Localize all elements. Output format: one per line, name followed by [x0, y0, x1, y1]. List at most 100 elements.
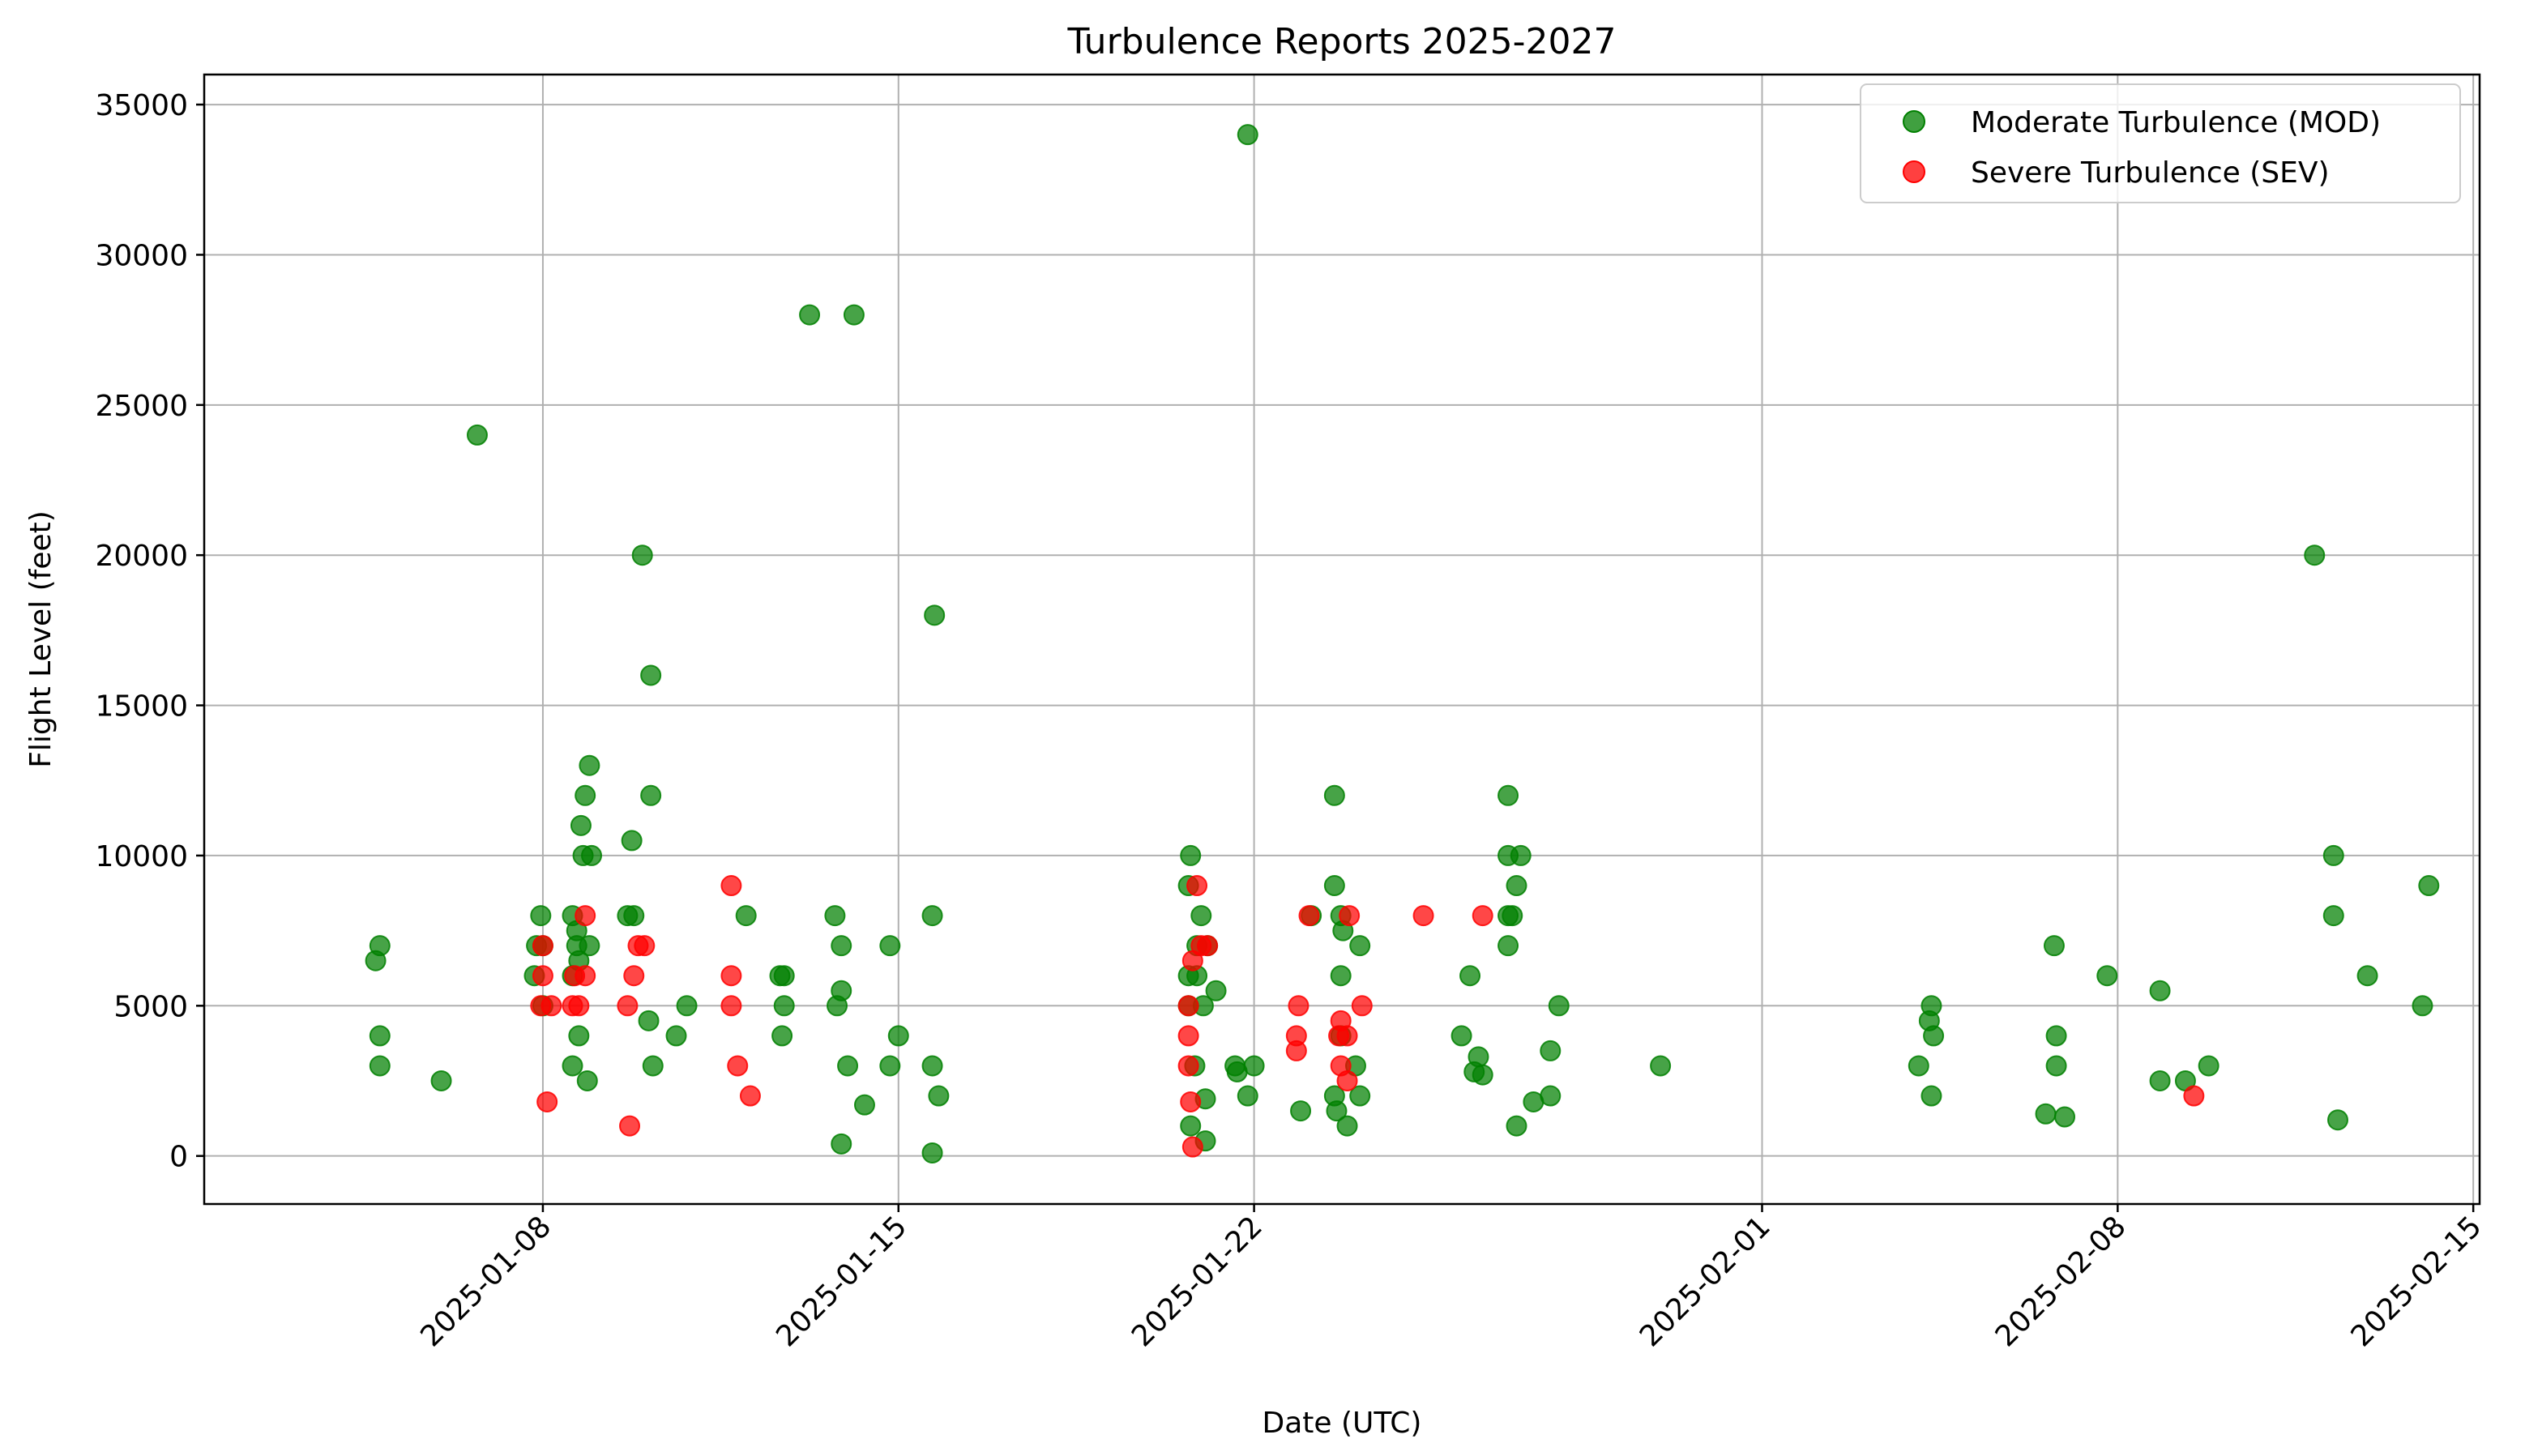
data-point	[1506, 875, 1527, 897]
data-point	[2304, 544, 2326, 566]
y-tick-label: 25000	[95, 390, 188, 423]
data-point	[1351, 995, 1373, 1017]
data-point	[921, 1055, 943, 1077]
data-point	[921, 1142, 943, 1164]
data-point	[1186, 875, 1208, 897]
data-point	[2356, 965, 2378, 987]
data-point	[540, 995, 562, 1017]
data-point	[1180, 1115, 1202, 1137]
legend-marker-mod	[1903, 110, 1925, 133]
data-point	[1330, 965, 1352, 987]
plot-points	[365, 124, 2440, 1164]
data-point	[2326, 1109, 2348, 1131]
data-point	[568, 995, 590, 1017]
y-axis: 0 5000 10000 15000 20000 25000 30000 35000	[95, 89, 204, 1174]
series-sev	[530, 875, 2205, 1158]
data-point	[536, 1091, 558, 1112]
data-point	[466, 424, 488, 446]
data-point	[576, 1070, 598, 1091]
data-point	[720, 965, 742, 987]
data-point	[1177, 995, 1199, 1017]
data-point	[879, 1055, 901, 1077]
data-point	[1197, 935, 1219, 957]
data-point	[634, 935, 656, 957]
data-point	[1923, 1025, 1945, 1047]
data-point	[369, 935, 391, 957]
data-point	[1298, 905, 1320, 927]
data-point	[1177, 1055, 1199, 1077]
data-point	[2418, 875, 2440, 897]
data-point	[1472, 905, 1493, 927]
data-point	[843, 304, 865, 326]
data-point	[928, 1085, 950, 1107]
y-tick-label: 5000	[113, 990, 188, 1023]
data-point	[2322, 844, 2344, 866]
data-point	[640, 784, 662, 806]
data-point	[1502, 905, 1523, 927]
x-axis-label: Date (UTC)	[1262, 1407, 1422, 1440]
data-point	[879, 935, 901, 957]
data-point	[771, 1025, 793, 1047]
y-axis-label: Flight Level (feet)	[24, 510, 58, 768]
data-point	[2149, 980, 2171, 1001]
data-point	[581, 844, 603, 866]
data-point	[1459, 965, 1481, 987]
data-point	[773, 965, 795, 987]
data-point	[1920, 1085, 1942, 1107]
data-point	[623, 905, 645, 927]
data-point	[631, 544, 653, 566]
y-tick-label: 0	[169, 1141, 188, 1174]
data-point	[887, 1025, 909, 1047]
legend-label-mod: Moderate Turbulence (MOD)	[1971, 106, 2381, 139]
data-point	[1412, 905, 1434, 927]
data-point	[720, 875, 742, 897]
data-point	[1339, 905, 1361, 927]
data-point	[1190, 905, 1212, 927]
data-point	[1510, 844, 1532, 866]
data-point	[1920, 995, 1942, 1017]
data-point	[1468, 1046, 1489, 1068]
data-point	[1506, 1115, 1527, 1137]
data-point	[1497, 935, 1519, 957]
data-point	[773, 995, 795, 1017]
data-point	[532, 935, 553, 957]
y-tick-label: 20000	[95, 540, 188, 573]
data-point	[575, 784, 596, 806]
data-point	[676, 995, 698, 1017]
data-point	[1650, 1055, 1672, 1077]
data-point	[1908, 1055, 1929, 1077]
data-point	[735, 905, 757, 927]
data-point	[831, 935, 852, 957]
data-point	[1288, 995, 1309, 1017]
data-point	[570, 814, 592, 836]
data-point	[369, 1025, 391, 1047]
data-point	[619, 1115, 641, 1137]
data-point	[1548, 995, 1570, 1017]
y-tick-label: 10000	[95, 840, 188, 873]
plot-frame	[203, 73, 2481, 1206]
data-point	[739, 1085, 761, 1107]
data-point	[2045, 1025, 2067, 1047]
data-point	[2198, 1055, 2220, 1077]
data-point	[638, 1010, 660, 1031]
data-point	[831, 980, 852, 1001]
data-point	[2412, 995, 2433, 1017]
data-point	[1237, 1085, 1258, 1107]
data-point	[831, 1133, 852, 1155]
data-point	[568, 1025, 590, 1047]
data-point	[799, 304, 821, 326]
data-point	[720, 995, 742, 1017]
data-point	[575, 965, 596, 987]
data-point	[924, 604, 946, 626]
data-point	[921, 905, 943, 927]
data-point	[532, 965, 553, 987]
data-point	[1472, 1064, 1493, 1086]
data-point	[617, 995, 639, 1017]
legend: Moderate Turbulence (MOD) Severe Turbule…	[1860, 83, 2461, 203]
data-point	[579, 935, 600, 957]
data-point	[1205, 980, 1227, 1001]
data-point	[1237, 124, 1258, 146]
data-point	[2054, 1106, 2076, 1128]
data-point	[1336, 1025, 1358, 1047]
